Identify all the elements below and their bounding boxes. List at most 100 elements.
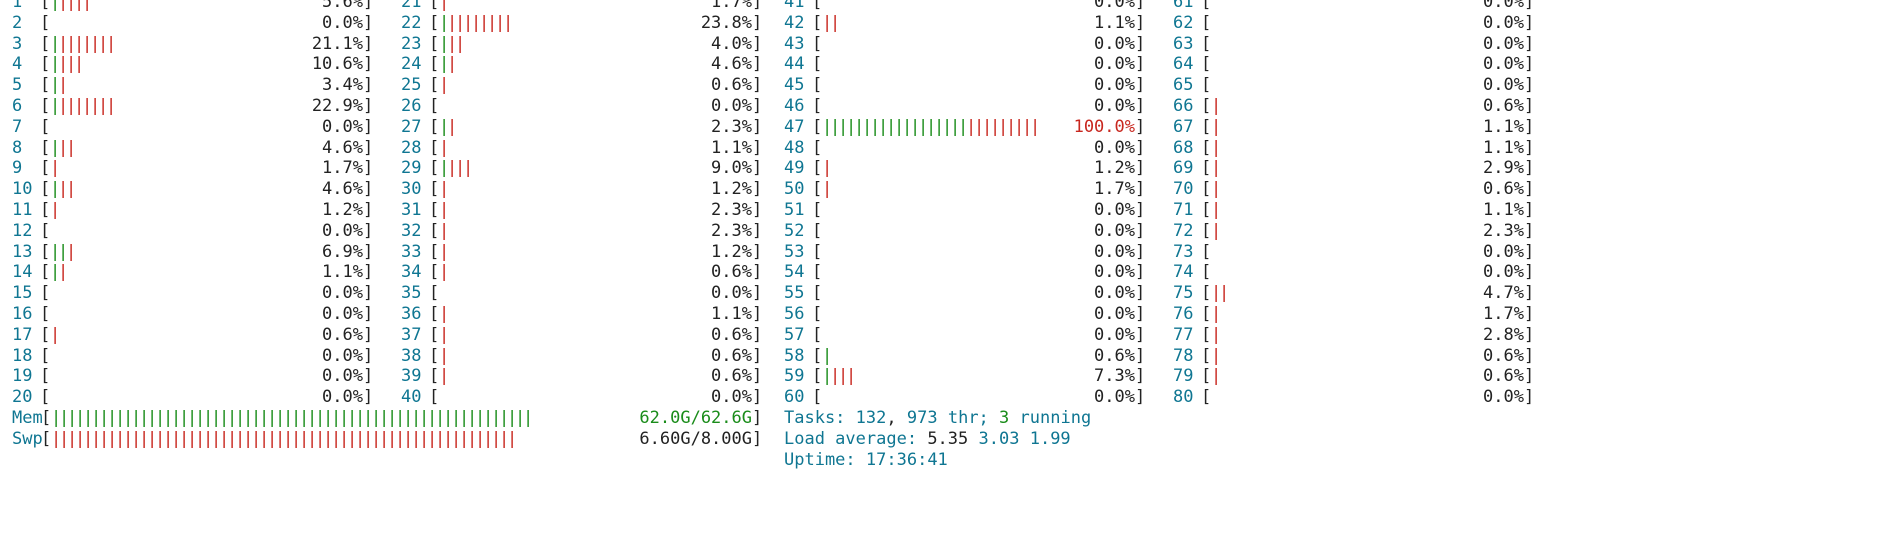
cpu-meter-open-bracket: [ xyxy=(429,387,440,408)
cpu-id-label: 31 xyxy=(401,200,422,220)
mem-bar-segment: | xyxy=(379,408,390,428)
cpu-meter-close-bracket: ] xyxy=(752,33,763,54)
swp-bar-segment: | xyxy=(387,428,398,449)
cpu-id-label: 27 xyxy=(401,116,422,137)
cpu-id-label: 73 xyxy=(1173,241,1194,262)
cpu-id-label: 5 xyxy=(12,75,23,96)
cpu-id-label: 2 xyxy=(12,12,23,33)
cpu-usage-percent: 0.0% xyxy=(1094,0,1135,12)
swp-bar-segment: | xyxy=(259,428,270,449)
cpu-meter-close-bracket: ] xyxy=(363,262,374,283)
cpu-id-label: 39 xyxy=(401,366,422,387)
cpu-id-label: 36 xyxy=(401,304,422,324)
cpu-meter-open-bracket: [ xyxy=(812,12,823,33)
swp-bar-segment: | xyxy=(163,428,174,449)
cpu-meter-open-bracket: [ xyxy=(1201,324,1212,345)
mem-bar-segment: | xyxy=(371,408,382,428)
cpu-id-label: 41 xyxy=(784,0,805,12)
cpu-meter-bar-segment: | xyxy=(439,366,450,387)
cpu-usage-percent: 0.0% xyxy=(322,116,363,137)
cpu-meter-open-bracket: [ xyxy=(40,137,51,158)
cpu-usage-percent: 0.0% xyxy=(1094,33,1135,54)
cpu-id-label: 64 xyxy=(1173,54,1194,75)
cpu-meter-bar-segment: | xyxy=(74,33,85,54)
cpu-meter-bar-segment: | xyxy=(942,116,953,137)
cpu-meter-open-bracket: [ xyxy=(429,54,440,75)
cpu-meter-open-bracket: [ xyxy=(812,0,823,12)
swp-bar-segment: | xyxy=(131,428,142,449)
cpu-meter-bar-segment: | xyxy=(50,0,61,12)
cpu-id-label: 69 xyxy=(1173,158,1194,179)
cpu-meter-bar-segment: | xyxy=(82,0,93,12)
mem-bar-segment: | xyxy=(107,408,118,428)
separator: , xyxy=(886,408,907,428)
cpu-meter-close-bracket: ] xyxy=(1524,137,1535,158)
cpu-meter-open-bracket: [ xyxy=(40,283,51,304)
cpu-meter-close-bracket: ] xyxy=(1524,241,1535,262)
cpu-usage-percent: 4.6% xyxy=(711,54,752,75)
cpu-meter-open-bracket: [ xyxy=(429,304,440,324)
cpu-meter-open-bracket: [ xyxy=(429,96,440,116)
cpu-meter-open-bracket: [ xyxy=(429,137,440,158)
mem-value: 62.0G/62.6G xyxy=(639,408,752,428)
cpu-meter-open-bracket: [ xyxy=(1201,116,1212,137)
cpu-meter-close-bracket: ] xyxy=(752,241,763,262)
cpu-meter-close-bracket: ] xyxy=(752,116,763,137)
uptime-label: Uptime: xyxy=(784,449,856,470)
cpu-id-label: 50 xyxy=(784,179,805,200)
cpu-meter-bar-segment: | xyxy=(439,200,450,220)
cpu-meter-open-bracket: [ xyxy=(812,262,823,283)
cpu-meter-open-bracket: [ xyxy=(812,33,823,54)
swp-bar-segment: | xyxy=(195,428,206,449)
swp-bar-segment: | xyxy=(91,428,102,449)
cpu-id-label: 10 xyxy=(12,179,33,200)
cpu-usage-percent: 1.1% xyxy=(1483,116,1524,137)
cpu-meter-close-bracket: ] xyxy=(1524,324,1535,345)
cpu-meter-bar-segment: | xyxy=(58,54,69,75)
cpu-meter-bar-segment: | xyxy=(1014,116,1025,137)
swp-bar-segment: | xyxy=(363,428,374,449)
mem-bar-segment: | xyxy=(227,408,238,428)
cpu-meter-bar-segment: | xyxy=(455,33,466,54)
swp-bar-segment: | xyxy=(459,428,470,449)
cpu-meter-open-bracket: [ xyxy=(812,324,823,345)
cpu-meter-bar-segment: | xyxy=(1211,158,1222,179)
cpu-id-label: 47 xyxy=(784,116,805,137)
cpu-id-label: 7 xyxy=(12,116,23,137)
cpu-id-label: 37 xyxy=(401,324,422,345)
cpu-meter-open-bracket: [ xyxy=(40,75,51,96)
mem-bar-segment: | xyxy=(507,408,518,428)
cpu-meter-open-bracket: [ xyxy=(429,324,440,345)
cpu-meter-close-bracket: ] xyxy=(1135,345,1146,366)
cpu-id-label: 75 xyxy=(1173,283,1194,304)
cpu-usage-percent: 0.6% xyxy=(1094,345,1135,366)
load-average-label: Load average: xyxy=(784,428,918,449)
cpu-meter-bar-segment: | xyxy=(1211,200,1222,220)
cpu-id-label: 74 xyxy=(1173,262,1194,283)
separator xyxy=(856,450,866,470)
mem-bar-segment: | xyxy=(211,408,222,428)
cpu-id-label: 26 xyxy=(401,96,422,116)
cpu-meter-open-bracket: [ xyxy=(429,241,440,262)
running-label: running xyxy=(1019,408,1092,428)
cpu-meter-open-bracket: [ xyxy=(40,33,51,54)
running-count: 3 xyxy=(999,408,1010,428)
cpu-meter-bar-segment: | xyxy=(503,12,514,33)
cpu-usage-percent: 0.0% xyxy=(1094,75,1135,96)
cpu-meter-open-bracket: [ xyxy=(812,387,823,408)
cpu-meter-close-bracket: ] xyxy=(1524,116,1535,137)
cpu-meter-close-bracket: ] xyxy=(752,0,763,12)
separator xyxy=(938,408,948,428)
cpu-id-label: 49 xyxy=(784,158,805,179)
cpu-meter-close-bracket: ] xyxy=(363,116,374,137)
cpu-meter-open-bracket: [ xyxy=(429,158,440,179)
cpu-meter-close-bracket: ] xyxy=(1524,345,1535,366)
swp-bar-segment: | xyxy=(499,428,510,449)
mem-bar-segment: | xyxy=(499,408,510,428)
cpu-meter-bar-segment: | xyxy=(66,137,77,158)
cpu-meter-bar-segment: | xyxy=(982,116,993,137)
cpu-meter-open-bracket: [ xyxy=(1201,75,1212,96)
cpu-meter-close-bracket: ] xyxy=(363,137,374,158)
swp-bar-segment: | xyxy=(147,428,158,449)
cpu-meter-bar-segment: | xyxy=(58,241,69,262)
